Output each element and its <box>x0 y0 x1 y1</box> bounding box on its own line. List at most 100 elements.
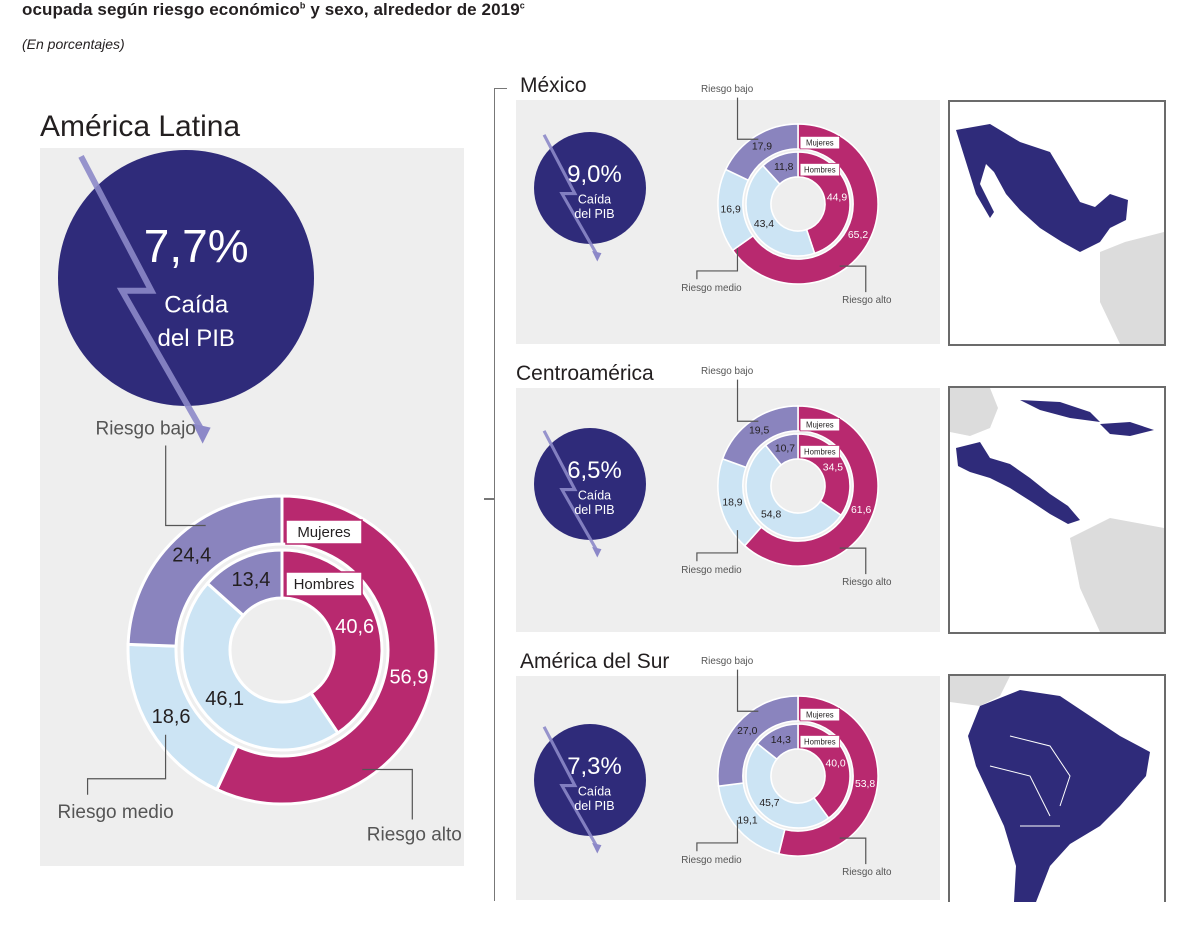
gdp-value: 9,0% <box>567 161 622 188</box>
inner-slice-2 <box>761 151 799 186</box>
inner-slice-1 <box>745 444 843 539</box>
legend-hombres: Hombres <box>804 738 836 747</box>
inner-slice-2 <box>756 723 799 761</box>
outer-slice-2 <box>721 405 799 469</box>
label-riesgo-bajo: Riesgo bajo <box>701 84 754 95</box>
legend-mujeres: Mujeres <box>806 421 834 430</box>
latam-chart: 7,7% Caída del PIB 56,9 18,6 24,4 40,6 46,1 13,4… <box>57 150 462 846</box>
callout-medio-line <box>86 734 167 795</box>
callout-bajo-line <box>736 97 759 140</box>
inner-slice-2 <box>764 433 799 466</box>
callout-alto-line <box>839 265 867 293</box>
mexico-map <box>948 100 1166 346</box>
lightning-arrow-tip <box>592 547 602 558</box>
callout-medio-line <box>696 530 739 562</box>
inner-value-1: 45,7 <box>759 798 779 809</box>
callout-alto-line <box>839 837 867 865</box>
legend-hombres-box <box>799 445 840 459</box>
gdp-value: 6,5% <box>567 457 622 484</box>
callout-medio-line <box>696 820 739 852</box>
inner-value-2: 10,7 <box>775 443 795 454</box>
lightning-arrow <box>78 155 206 434</box>
outer-value-2: 27,0 <box>737 726 757 737</box>
inner-value-1: 43,4 <box>754 219 774 230</box>
lightning-arrow <box>542 430 599 552</box>
outer-value-0: 65,2 <box>848 230 868 241</box>
gdp-label-1: Caída <box>164 292 229 319</box>
inner-slice-1 <box>745 164 816 257</box>
mexico-map-icon <box>950 102 1164 344</box>
label-riesgo-medio: Riesgo medio <box>681 565 742 576</box>
gdp-label-2: del PIB <box>574 799 614 813</box>
figure-subtitle: (En porcentajes) <box>22 36 125 52</box>
legend-hombres: Hombres <box>804 166 836 175</box>
gdp-label-1: Caída <box>578 785 611 799</box>
legend-hombres-box <box>285 571 363 597</box>
outer-slice-2 <box>126 494 284 648</box>
figure-title-main: ocupada según riesgo económico <box>22 0 300 19</box>
lightning-arrow <box>542 134 599 256</box>
figure-title: ocupada según riesgo económicob y sexo, … <box>22 0 525 20</box>
mexico-title: México <box>520 74 587 97</box>
outer-value-2: 24,4 <box>172 545 211 567</box>
callout-alto-line <box>362 768 413 820</box>
inner-value-0: 40,0 <box>825 759 845 770</box>
latam-panel: 7,7% Caída del PIB 56,9 18,6 24,4 40,6 46,1 13,4… <box>40 148 464 866</box>
figure-title-note-b: b <box>299 0 306 11</box>
label-riesgo-alto: Riesgo alto <box>842 867 892 878</box>
callout-alto-line <box>839 547 867 575</box>
legend-hombres: Hombres <box>804 448 836 457</box>
outer-value-0: 53,8 <box>855 779 875 790</box>
label-riesgo-alto: Riesgo alto <box>842 295 892 306</box>
callout-bajo-line <box>736 669 759 712</box>
americadelsur-panel: 7,3% Caída del PIB 53,8 19,1 27,0 40,0 45,7 14,3… <box>516 656 940 900</box>
legend-hombres-box <box>799 163 840 177</box>
outer-value-0: 61,6 <box>851 505 871 516</box>
label-riesgo-bajo: Riesgo bajo <box>96 419 196 440</box>
label-riesgo-alto: Riesgo alto <box>842 577 892 588</box>
mexico-panel: 9,0% Caída del PIB 65,2 16,9 17,9 44,9 43,4 11,8… <box>516 84 940 344</box>
gdp-label-2: del PIB <box>574 207 614 221</box>
gdp-label-1: Caída <box>578 489 611 503</box>
inner-value-2: 14,3 <box>771 735 791 746</box>
gdp-bubble <box>534 724 646 836</box>
figure-title-note-c: c <box>519 0 525 11</box>
legend-mujeres-box <box>799 708 840 722</box>
legend-mujeres-box <box>799 136 840 150</box>
gdp-value: 7,7% <box>144 220 249 272</box>
inner-value-0: 34,5 <box>823 462 843 473</box>
callout-medio-line <box>696 248 739 280</box>
gdp-bubble <box>58 150 314 406</box>
label-riesgo-medio: Riesgo medio <box>681 855 742 866</box>
inner-slice-1 <box>180 581 340 752</box>
lightning-arrow-tip <box>592 843 602 854</box>
inner-value-2: 13,4 <box>232 569 271 591</box>
outer-value-1: 19,1 <box>737 816 757 827</box>
gdp-bubble <box>534 132 646 244</box>
legend-mujeres: Mujeres <box>806 711 834 720</box>
outer-slice-2 <box>724 123 799 182</box>
regions-bracket <box>494 88 507 901</box>
outer-value-2: 17,9 <box>752 142 772 153</box>
centroamerica-shape <box>956 442 1080 524</box>
legend-mujeres-box <box>799 418 840 432</box>
inner-value-0: 44,9 <box>827 192 847 203</box>
centroamerica-title: Centroamérica <box>516 362 654 385</box>
gdp-label-2: del PIB <box>158 325 235 352</box>
figure-title-rest: y sexo, alrededor de 2019 <box>305 0 520 19</box>
legend-mujeres: Mujeres <box>297 524 350 541</box>
label-riesgo-bajo: Riesgo bajo <box>701 366 754 377</box>
outer-slice-0 <box>743 405 879 567</box>
lightning-arrow-tip <box>192 423 211 444</box>
inner-slice-1 <box>745 742 830 829</box>
legend-hombres: Hombres <box>294 576 355 593</box>
inner-value-1: 46,1 <box>205 688 244 710</box>
americadelsur-map <box>948 674 1166 902</box>
americadelsur-title: América del Sur <box>520 650 670 673</box>
americadelsur-shape <box>968 690 1150 902</box>
legend-mujeres: Mujeres <box>806 139 834 148</box>
inner-slice-2 <box>205 548 284 618</box>
